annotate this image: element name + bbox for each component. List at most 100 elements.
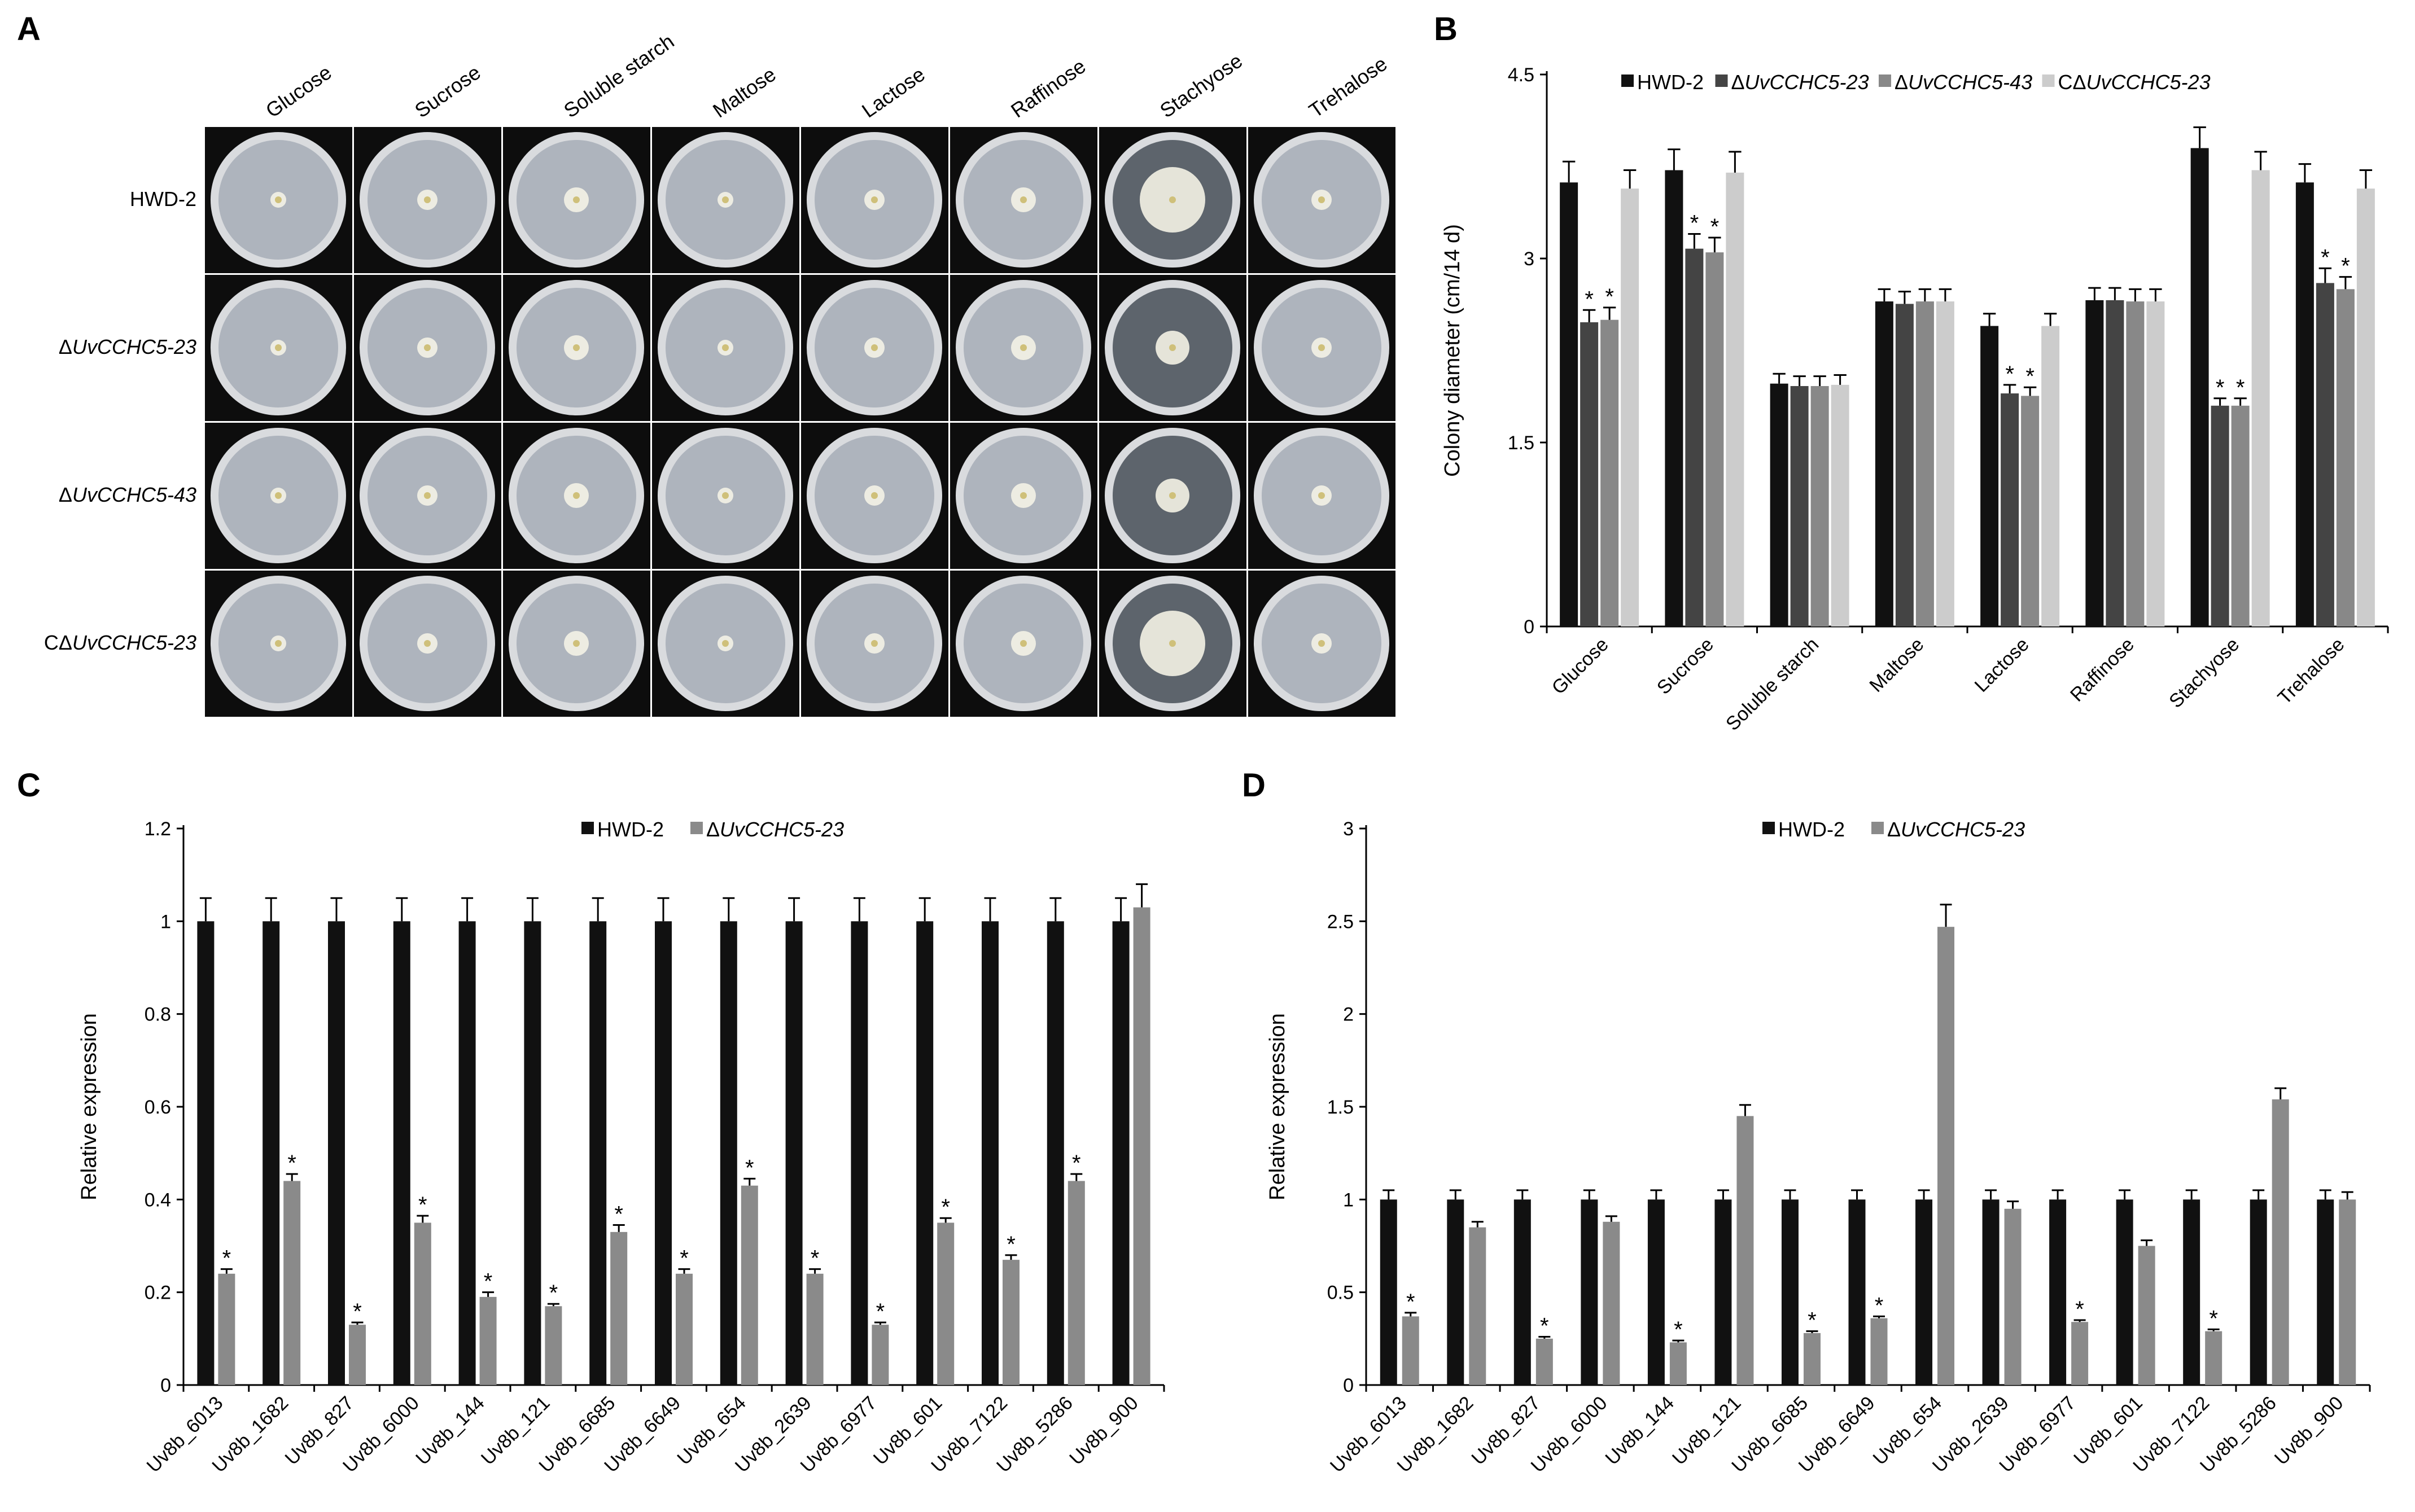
bar — [2138, 1246, 2155, 1385]
bar — [1685, 248, 1704, 626]
significance-star: * — [1406, 1290, 1415, 1314]
colony-center — [1318, 196, 1325, 203]
bar — [1810, 386, 1829, 626]
bar — [1781, 1199, 1799, 1385]
bar — [2250, 1199, 2267, 1385]
bar — [1402, 1316, 1419, 1385]
bar — [2190, 148, 2209, 626]
bar — [720, 921, 737, 1385]
bar — [1982, 1199, 2000, 1385]
colony-center — [1169, 344, 1176, 351]
legend-label: ΔUvCCHC5-23 — [706, 818, 844, 841]
significance-star: * — [2025, 364, 2035, 389]
colony-center — [722, 492, 729, 499]
y-tick-label: 1.5 — [1508, 432, 1534, 454]
bar — [1705, 252, 1724, 627]
bar — [1647, 1199, 1665, 1385]
x-category-label: Sucrose — [1653, 634, 1718, 699]
colony-center — [871, 492, 878, 499]
colony-center — [573, 196, 580, 203]
bar — [937, 1222, 955, 1385]
bar — [1770, 383, 1788, 626]
bar — [1380, 1199, 1397, 1385]
bar — [1581, 1199, 1598, 1385]
y-axis-title: Relative expression — [1266, 1013, 1289, 1200]
row-label: ΔUvCCHC5-43 — [59, 483, 196, 506]
bar — [1047, 921, 1064, 1385]
significance-star: * — [353, 1299, 362, 1324]
significance-star: * — [287, 1151, 296, 1176]
legend-swatch — [1762, 822, 1775, 834]
bar — [1915, 301, 1934, 626]
x-category-label: Raffinose — [2066, 634, 2138, 706]
colony-center — [573, 344, 580, 351]
significance-star: * — [1007, 1232, 1016, 1257]
colony-center — [424, 492, 431, 499]
bar — [1831, 384, 1849, 626]
colony-center — [424, 344, 431, 351]
bar — [283, 1181, 301, 1385]
colony-center — [722, 196, 729, 203]
bar — [1621, 189, 1639, 626]
bar — [524, 921, 541, 1385]
colony-center — [871, 344, 878, 351]
legend-swatch — [581, 822, 594, 834]
legend-label: HWD-2 — [1778, 818, 1845, 841]
bar — [2316, 283, 2334, 626]
column-label: Soluble starch — [559, 29, 678, 122]
bar — [2231, 405, 2250, 626]
significance-star: * — [1690, 211, 1699, 236]
y-tick-label: 0.5 — [1327, 1282, 1354, 1304]
y-tick-label: 0 — [1524, 616, 1534, 638]
colony-center — [1318, 492, 1325, 499]
bar — [1848, 1199, 1866, 1385]
y-tick-label: 1 — [160, 911, 171, 932]
bar — [2041, 326, 2060, 626]
y-tick-label: 1.5 — [1327, 1097, 1354, 1118]
bar — [1133, 907, 1150, 1385]
bar — [2106, 300, 2124, 626]
bar — [479, 1296, 497, 1385]
significance-star: * — [2075, 1297, 2084, 1322]
colony-center — [1318, 344, 1325, 351]
y-tick-label: 2 — [1343, 1004, 1354, 1025]
bar — [806, 1273, 824, 1385]
colony-center — [424, 640, 431, 647]
significance-star: * — [614, 1202, 623, 1227]
bar — [1736, 1116, 1754, 1385]
significance-star: * — [1540, 1314, 1549, 1339]
legend-label: HWD-2 — [597, 818, 664, 841]
bar — [458, 921, 476, 1385]
row-label: ΔUvCCHC5-23 — [59, 335, 196, 358]
significance-star: * — [1674, 1317, 1683, 1342]
colony-center — [1169, 492, 1176, 499]
legend-swatch — [1715, 74, 1728, 87]
bar — [1669, 1342, 1687, 1385]
bar — [2004, 1208, 2022, 1385]
bar — [1469, 1227, 1486, 1385]
bar — [1937, 927, 1955, 1385]
y-tick-label: 3 — [1343, 818, 1354, 840]
bar — [785, 921, 803, 1385]
column-label: Sucrose — [410, 60, 485, 122]
colony-center — [722, 640, 729, 647]
colony-center — [275, 344, 282, 351]
significance-star: * — [2216, 375, 2225, 400]
significance-star: * — [1585, 287, 1594, 312]
row-label: HWD-2 — [130, 187, 196, 211]
bar — [589, 921, 607, 1385]
bar — [218, 1273, 235, 1385]
bar — [1535, 1338, 1553, 1385]
bar — [2001, 393, 2019, 626]
colony-center — [1020, 640, 1027, 647]
bar — [676, 1273, 693, 1385]
significance-star: * — [549, 1281, 558, 1305]
bar — [2339, 1199, 2356, 1385]
bar — [982, 921, 999, 1385]
bar — [1560, 182, 1578, 627]
legend-label: HWD-2 — [1637, 71, 1704, 94]
y-tick-label: 3 — [1524, 248, 1534, 270]
bar — [1726, 172, 1744, 626]
